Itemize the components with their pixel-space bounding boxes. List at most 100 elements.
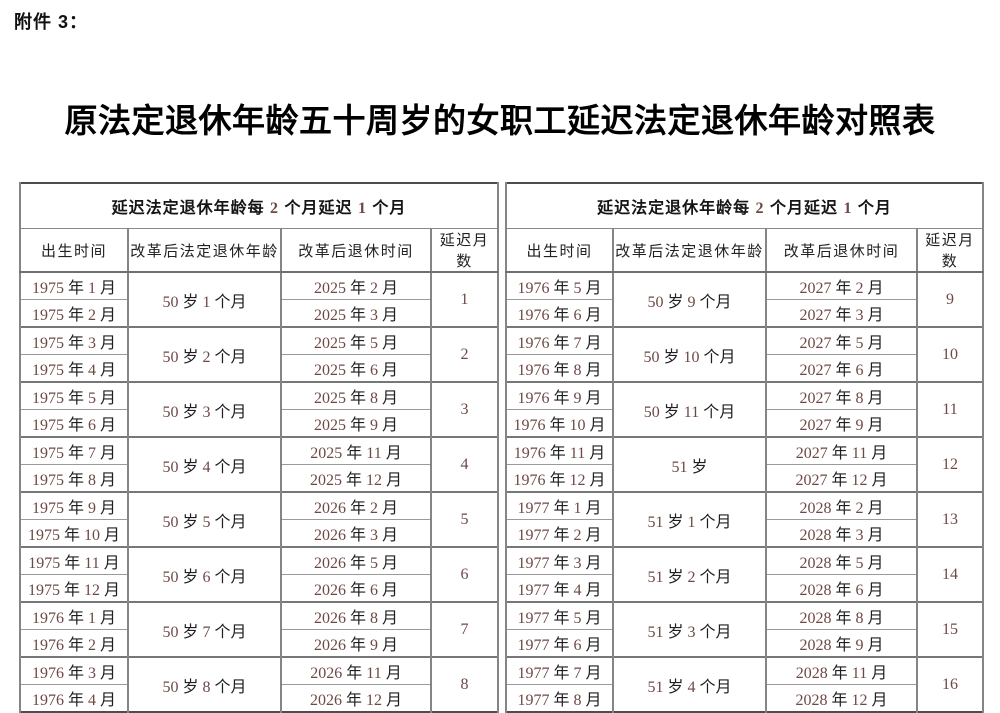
birth-date-cell: 1975 年 11 月 (19, 546, 129, 575)
retirement-date-cell: 2027 年 5 月 (765, 326, 918, 355)
birth-date-cell: 1975 年 10 月 (19, 519, 129, 547)
table-row: 1975 年 6 月 2025 年 9 月 (19, 409, 498, 437)
retirement-age-cell: 50 岁 1 个月 (127, 271, 282, 327)
retirement-date-cell: 2027 年 6 月 (765, 354, 918, 382)
col-header-delay-months: 延迟月数 (430, 228, 499, 273)
birth-date-cell: 1977 年 7 月 (505, 656, 614, 685)
retirement-date-cell: 2028 年 3 月 (765, 519, 918, 547)
table-group-header: 延迟法定退休年龄每 2 个月延迟 1 个月 (505, 183, 984, 229)
retirement-date-cell: 2026 年 2 月 (280, 491, 432, 520)
retirement-date-cell: 2025 年 2 月 (280, 271, 432, 300)
table-row: 1976 年 2 月 2026 年 9 月 (19, 629, 498, 657)
retirement-date-cell: 2028 年 2 月 (765, 491, 918, 520)
col-header-new-retirement-age: 改革后法定退休年龄 (612, 228, 767, 273)
retirement-date-cell: 2028 年 8 月 (765, 601, 918, 630)
birth-date-cell: 1976 年 8 月 (505, 354, 614, 382)
retirement-age-cell: 50 岁 4 个月 (127, 436, 282, 492)
delay-months-cell: 13 (916, 491, 984, 547)
table-row: 1976 年 8 月 2027 年 6 月 (505, 354, 983, 382)
birth-date-cell: 1975 年 8 月 (19, 464, 129, 492)
group-header-row: 延迟法定退休年龄每 2 个月延迟 1 个月 (19, 183, 499, 229)
retirement-date-cell: 2026 年 5 月 (280, 546, 432, 575)
retirement-age-cell: 51 岁 2 个月 (612, 546, 767, 602)
retirement-date-cell: 2026 年 3 月 (280, 519, 432, 547)
retirement-date-cell: 2025 年 9 月 (280, 409, 432, 437)
table-row: 1977 年 2 月 2028 年 3 月 (505, 519, 983, 547)
retirement-date-cell: 2027 年 11 月 (765, 436, 918, 465)
birth-date-cell: 1975 年 3 月 (19, 326, 129, 355)
retirement-date-cell: 2027 年 9 月 (765, 409, 918, 437)
delay-months-cell: 16 (916, 656, 984, 712)
column-header-row: 出生时间 改革后法定退休年龄 改革后退休时间 延迟月数 (19, 228, 499, 273)
birth-date-cell: 1976 年 3 月 (19, 656, 129, 685)
birth-date-cell: 1977 年 5 月 (505, 601, 614, 630)
table-row: 1975 年 4 月 2025 年 6 月 (19, 354, 498, 382)
col-header-new-retirement-date: 改革后退休时间 (765, 228, 918, 273)
retirement-date-cell: 2027 年 3 月 (765, 299, 918, 327)
birth-date-cell: 1975 年 6 月 (19, 409, 129, 437)
retirement-date-cell: 2027 年 8 月 (765, 381, 918, 410)
birth-date-cell: 1976 年 2 月 (19, 629, 129, 657)
retirement-age-cell: 50 岁 7 个月 (127, 601, 282, 657)
table-row: 1977 年 6 月 2028 年 9 月 (505, 629, 983, 657)
birth-date-cell: 1976 年 9 月 (505, 381, 614, 410)
birth-date-cell: 1975 年 7 月 (19, 436, 129, 465)
table-row: 1975 年 12 月 2026 年 6 月 (19, 574, 498, 602)
birth-date-cell: 1977 年 2 月 (505, 519, 614, 547)
table-row: 1977 年 5 月 51 岁 3 个月 2028 年 8 月 15 (505, 601, 984, 657)
delay-months-cell: 11 (916, 381, 984, 437)
col-header-birth-date: 出生时间 (505, 228, 614, 273)
tables-container: 延迟法定退休年龄每 2 个月延迟 1 个月 出生时间 改革后法定退休年龄 改革后… (19, 182, 984, 713)
delay-months-cell: 12 (916, 436, 984, 492)
retirement-age-cell: 50 岁 9 个月 (612, 271, 767, 327)
retirement-date-cell: 2025 年 5 月 (280, 326, 432, 355)
table-row: 1976 年 11 月 51 岁 2027 年 11 月 12 (505, 436, 984, 492)
retirement-date-cell: 2025 年 6 月 (280, 354, 432, 382)
retirement-date-cell: 2027 年 12 月 (765, 464, 918, 492)
retirement-age-cell: 50 岁 8 个月 (127, 656, 282, 712)
page-title: 原法定退休年龄五十周岁的女职工延迟法定退休年龄对照表 (64, 104, 936, 140)
birth-date-cell: 1977 年 8 月 (505, 684, 614, 712)
delay-months-cell: 5 (430, 491, 499, 547)
birth-date-cell: 1975 年 12 月 (19, 574, 129, 602)
column-header-row: 出生时间 改革后法定退休年龄 改革后退休时间 延迟月数 (505, 228, 984, 273)
retirement-age-cell: 50 岁 2 个月 (127, 326, 282, 382)
birth-date-cell: 1977 年 4 月 (505, 574, 614, 602)
retirement-date-cell: 2026 年 6 月 (280, 574, 432, 602)
birth-date-cell: 1977 年 6 月 (505, 629, 614, 657)
delay-months-cell: 7 (430, 601, 499, 657)
retirement-table-left: 延迟法定退休年龄每 2 个月延迟 1 个月 出生时间 改革后法定退休年龄 改革后… (19, 182, 499, 713)
col-header-new-retirement-date: 改革后退休时间 (280, 228, 432, 273)
retirement-date-cell: 2025 年 8 月 (280, 381, 432, 410)
delay-months-cell: 3 (430, 381, 499, 437)
retirement-date-cell: 2028 年 12 月 (765, 684, 918, 712)
delay-months-cell: 15 (916, 601, 984, 657)
delay-months-cell: 2 (430, 326, 499, 382)
table-row: 1976 年 12 月 2027 年 12 月 (505, 464, 983, 492)
retirement-date-cell: 2027 年 2 月 (765, 271, 918, 300)
birth-date-cell: 1976 年 10 月 (505, 409, 614, 437)
retirement-date-cell: 2028 年 6 月 (765, 574, 918, 602)
birth-date-cell: 1976 年 12 月 (505, 464, 614, 492)
delay-months-cell: 8 (430, 656, 499, 712)
table-row: 1975 年 2 月 2025 年 3 月 (19, 299, 498, 327)
table-body: 1975 年 1 月 50 岁 1 个月 2025 年 2 月 1 1975 年 2 月… (19, 271, 499, 712)
retirement-age-cell: 50 岁 6 个月 (127, 546, 282, 602)
birth-date-cell: 1975 年 2 月 (19, 299, 129, 327)
table-row: 1977 年 4 月 2028 年 6 月 (505, 574, 983, 602)
delay-months-cell: 14 (916, 546, 984, 602)
table-row: 1977 年 1 月 51 岁 1 个月 2028 年 2 月 13 (505, 491, 984, 547)
table-row: 1976 年 10 月 2027 年 9 月 (505, 409, 983, 437)
retirement-date-cell: 2028 年 11 月 (765, 656, 918, 685)
retirement-age-cell: 50 岁 3 个月 (127, 381, 282, 437)
table-row: 1975 年 10 月 2026 年 3 月 (19, 519, 498, 547)
table-row: 1976 年 6 月 2027 年 3 月 (505, 299, 983, 327)
delay-months-cell: 10 (916, 326, 984, 382)
